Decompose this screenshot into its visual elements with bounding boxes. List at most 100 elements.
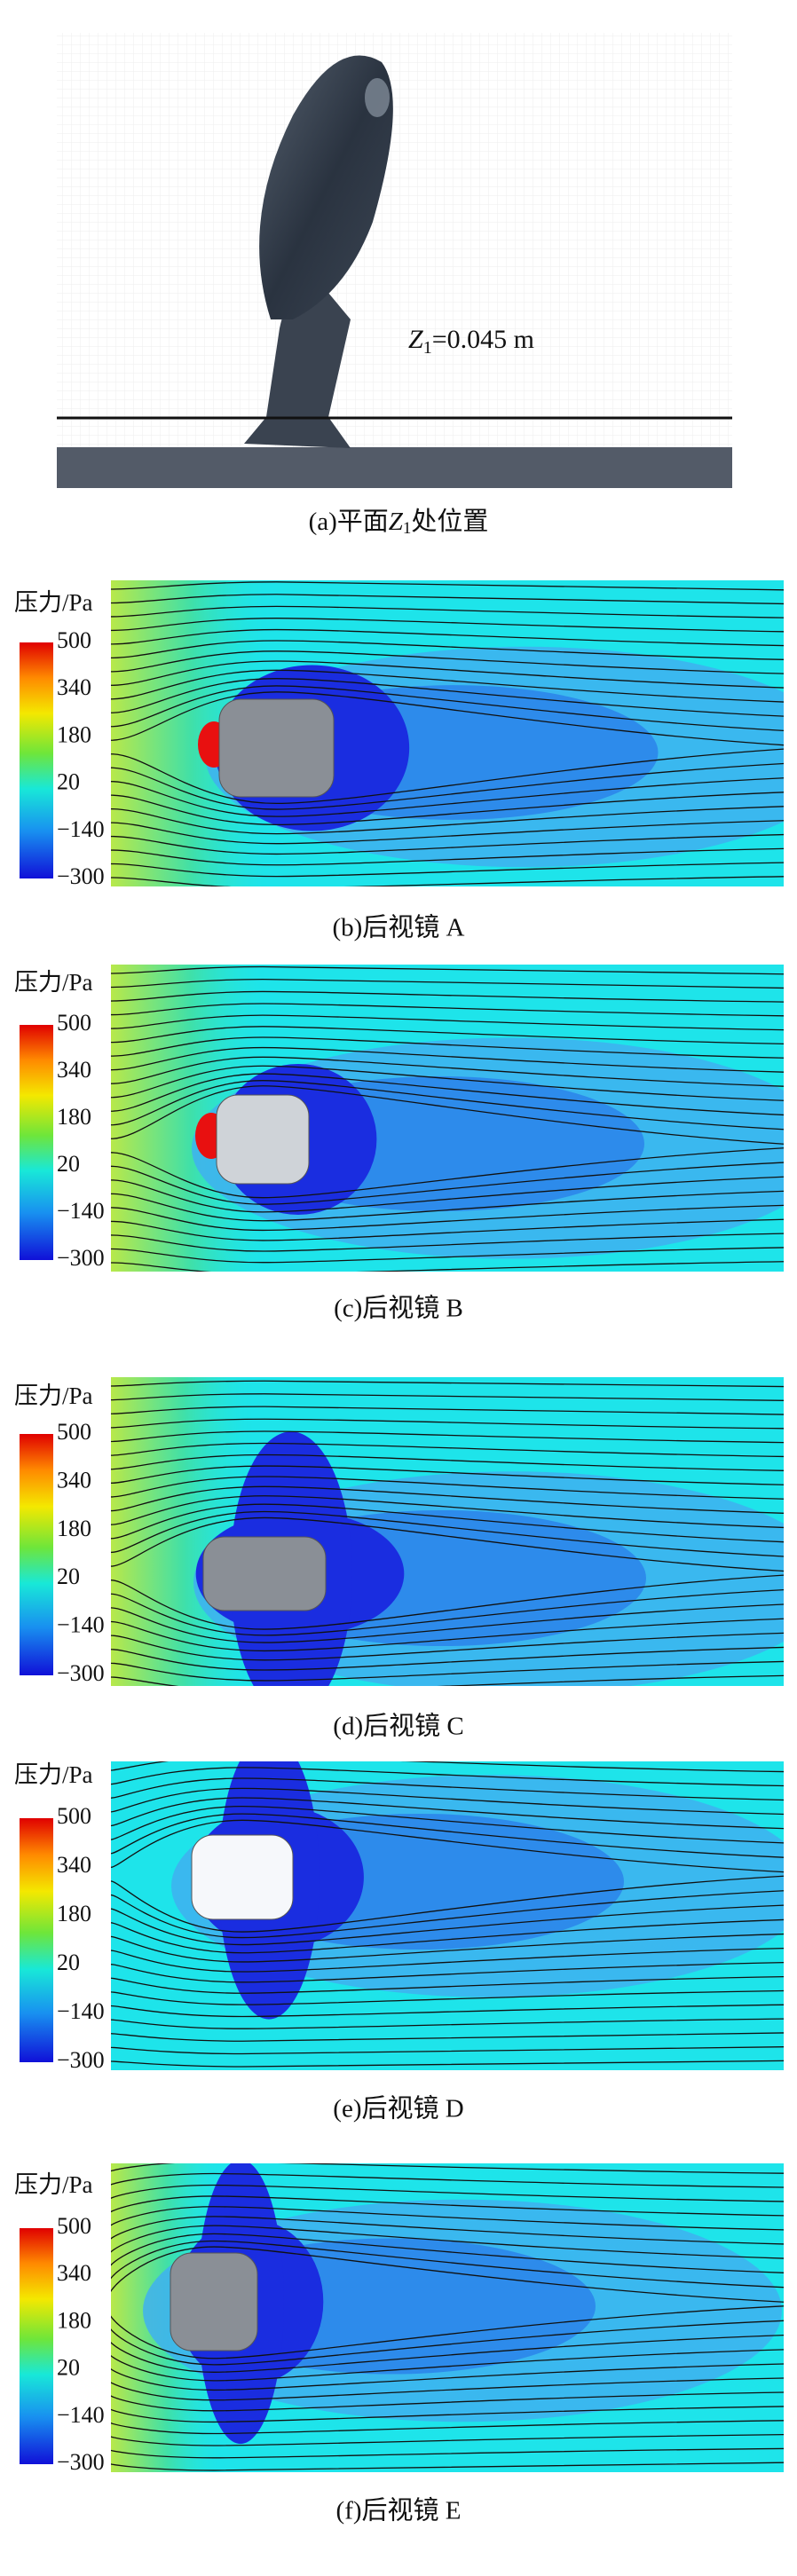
streamline: [111, 1574, 784, 1630]
streamline: [111, 1503, 784, 1543]
mirror-section: [216, 1094, 310, 1185]
streamline: [111, 2046, 784, 2055]
streamline: [111, 1510, 784, 1557]
plane-annotation: Z1=0.045 m: [408, 325, 534, 358]
streamline: [111, 1767, 784, 1787]
streamline: [111, 2406, 784, 2423]
streamline: [111, 1393, 784, 1401]
streamline: [111, 2433, 784, 2446]
pressure-contour: [111, 965, 784, 1272]
colorbar-tick-label: −300: [57, 2449, 105, 2475]
streamline: [111, 660, 784, 689]
streamline: [111, 2032, 784, 2042]
colorbar-tick-label: 340: [57, 674, 91, 700]
colorbar-tick-label: 180: [57, 1104, 91, 1130]
streamline: [111, 1875, 784, 1933]
streamline: [111, 1495, 784, 1529]
colorbar-tick-label: −140: [57, 816, 105, 842]
streamline: [111, 1632, 784, 1661]
streamline: [111, 1261, 784, 1272]
streamline: [111, 1890, 784, 1939]
streamline: [111, 1933, 784, 1963]
colorbar-tick-label: 20: [57, 1564, 80, 1589]
streamline: [111, 2172, 784, 2188]
colorbar-tick-label: 20: [57, 1950, 80, 1975]
colorbar-label: 压力/Pa: [14, 1383, 93, 1409]
colorbar-label: 压力/Pa: [14, 969, 93, 996]
colorbar-tick-label: 180: [57, 2307, 91, 2333]
colorbar-tick-label: 180: [57, 1516, 91, 1541]
colorbar-tick-label: 340: [57, 1467, 91, 1493]
colorbar-tick-label: −300: [57, 863, 105, 889]
streamline: [111, 1233, 784, 1252]
streamline: [111, 1406, 784, 1415]
streamline: [111, 978, 784, 989]
caption: (a)平面Z1处位置: [309, 507, 489, 539]
colorbar-tick-label: 340: [57, 1057, 91, 1083]
colorbar-tick-label: −300: [57, 1660, 105, 1686]
streamline: [111, 2195, 784, 2217]
streamline: [111, 2225, 784, 2259]
streamline: [111, 847, 784, 866]
mirror-view: [57, 33, 732, 488]
colorbar: [20, 1434, 53, 1675]
streamline: [111, 1190, 784, 1222]
streamline: [111, 2060, 784, 2068]
streamline: [111, 2163, 784, 2174]
streamline: [111, 2447, 784, 2459]
streamline: [111, 806, 784, 835]
streamline: [111, 1797, 784, 1830]
streamline: [111, 581, 784, 591]
streamline: [111, 1247, 784, 1264]
streamline: [111, 1380, 784, 1388]
streamline: [111, 2240, 784, 2288]
colorbar-tick-label: 500: [57, 1419, 91, 1445]
streamline: [111, 792, 784, 826]
streamline: [111, 1761, 784, 1773]
colorbar-tick-label: −300: [57, 2047, 105, 2073]
streamline: [111, 2349, 784, 2382]
pressure-contour: [111, 580, 784, 886]
streamline: [111, 1036, 784, 1059]
streamline: [111, 1430, 784, 1444]
colorbar: [20, 2228, 53, 2464]
streamline: [111, 1485, 784, 1514]
streamline: [111, 2233, 784, 2273]
streamline: [111, 605, 784, 618]
mirror-section: [170, 2252, 258, 2351]
streamline: [111, 1085, 784, 1145]
pressure-contour: [111, 1761, 784, 2070]
streamline: [111, 2334, 784, 2373]
streamline: [111, 1787, 784, 1816]
streamline: [111, 1516, 784, 1572]
streamline: [111, 628, 784, 647]
streamline: [111, 1046, 784, 1073]
streamline: [111, 618, 784, 633]
streamline: [111, 2004, 784, 2018]
streamline: [111, 876, 784, 886]
streamline: [111, 1660, 784, 1682]
streamline: [111, 1176, 784, 1213]
mirror-section: [191, 1834, 294, 1920]
colorbar: [20, 1025, 53, 1260]
streamline: [111, 1073, 784, 1116]
mirror-section: [202, 1536, 327, 1611]
colorbar-label: 压力/Pa: [14, 2171, 93, 2198]
streamline: [111, 1904, 784, 1946]
streamline: [111, 669, 784, 703]
colorbar-tick-label: 500: [57, 2213, 91, 2239]
streamline: [111, 2216, 784, 2245]
streamline: [111, 1805, 784, 1844]
streamline: [111, 2320, 784, 2366]
streamline: [111, 1014, 784, 1031]
streamline: [111, 965, 784, 975]
colorbar-tick-label: 500: [57, 1803, 91, 1829]
streamline: [111, 2420, 784, 2435]
colorbar: [20, 1818, 53, 2062]
streamline: [111, 1204, 784, 1232]
streamline: [111, 748, 784, 805]
streamline: [111, 678, 784, 717]
streamline: [111, 1003, 784, 1017]
colorbar-tick-label: −300: [57, 1245, 105, 1271]
